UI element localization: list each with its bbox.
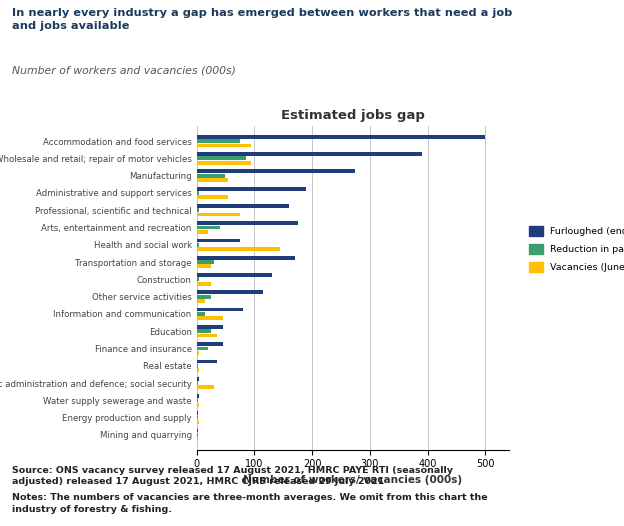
Bar xyxy=(197,144,251,147)
Bar xyxy=(197,208,200,212)
Bar xyxy=(197,169,356,173)
Bar xyxy=(197,351,200,355)
Bar xyxy=(197,437,198,441)
Bar xyxy=(197,433,198,437)
Text: In nearly every industry a gap has emerged between workers that need a job
and j: In nearly every industry a gap has emerg… xyxy=(12,8,513,32)
Bar xyxy=(197,416,198,420)
Text: Source: ONS vacancy survey released 17 August 2021, HMRC PAYE RTI (seasonally
ad: Source: ONS vacancy survey released 17 A… xyxy=(12,466,454,487)
Bar xyxy=(197,152,422,156)
Bar xyxy=(197,282,211,286)
Bar xyxy=(197,213,240,216)
Text: Notes: The numbers of vacancies are three-month averages. We omit from this char: Notes: The numbers of vacancies are thre… xyxy=(12,493,488,514)
Bar xyxy=(197,360,217,363)
Bar xyxy=(197,187,306,190)
Bar xyxy=(197,329,211,333)
Bar xyxy=(197,277,200,281)
Bar xyxy=(197,226,220,229)
Bar xyxy=(197,403,200,407)
Text: Number of workers and vacancies (000s): Number of workers and vacancies (000s) xyxy=(12,66,236,76)
Bar xyxy=(197,411,198,415)
Bar xyxy=(197,195,228,199)
Bar xyxy=(197,308,243,311)
Bar xyxy=(197,295,211,299)
Bar xyxy=(197,178,228,182)
Bar xyxy=(197,243,200,247)
Bar xyxy=(197,260,214,264)
X-axis label: Number of workers/ vacancies (000s): Number of workers/ vacancies (000s) xyxy=(243,475,462,485)
Bar xyxy=(197,230,208,234)
Bar xyxy=(197,347,208,350)
Bar xyxy=(197,204,289,208)
Bar xyxy=(197,174,225,178)
Bar xyxy=(197,273,271,277)
Bar xyxy=(197,256,295,260)
Bar xyxy=(197,429,198,432)
Bar xyxy=(197,161,251,165)
Bar xyxy=(197,368,200,372)
Bar xyxy=(197,265,211,268)
Bar xyxy=(197,386,214,389)
Bar xyxy=(197,247,280,251)
Bar xyxy=(197,239,240,242)
Bar xyxy=(197,135,485,139)
Bar xyxy=(197,420,200,424)
Bar xyxy=(197,139,240,143)
Bar xyxy=(197,290,263,294)
Bar xyxy=(197,312,205,316)
Title: Estimated jobs gap: Estimated jobs gap xyxy=(281,109,424,123)
Bar xyxy=(197,394,200,398)
Bar xyxy=(197,156,246,160)
Bar xyxy=(197,342,223,346)
Bar xyxy=(197,381,198,385)
Bar xyxy=(197,398,198,402)
Bar xyxy=(197,299,205,303)
Legend: Furloughed (end of June), Reduction in payroll (Feb 2020- Jul 2021), Vacancies (: Furloughed (end of June), Reduction in p… xyxy=(526,224,624,275)
Bar xyxy=(197,191,200,195)
Bar xyxy=(197,221,298,225)
Bar xyxy=(197,377,200,381)
Bar xyxy=(197,333,217,337)
Bar xyxy=(197,364,198,368)
Bar xyxy=(197,316,223,320)
Bar xyxy=(197,325,223,329)
